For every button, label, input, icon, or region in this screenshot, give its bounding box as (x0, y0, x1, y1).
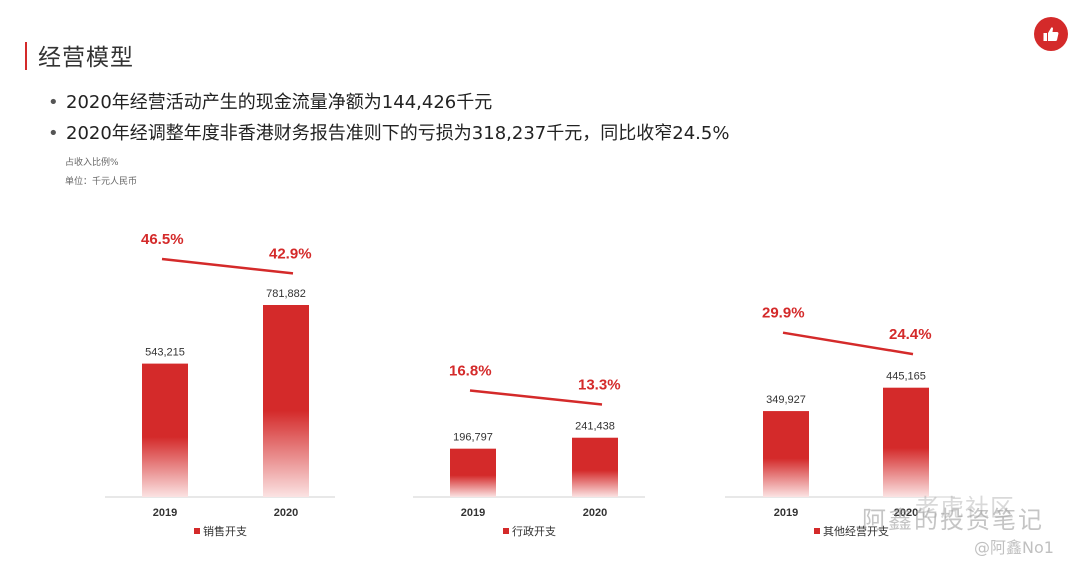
watermark-brand: 老虎社区 (915, 494, 1015, 522)
ratio-label: 13.3% (578, 377, 621, 394)
ratio-label: 16.8% (449, 363, 492, 380)
thumbs-up-icon (1043, 27, 1059, 41)
summary-bullets: 2020年经营活动产生的现金流量净额为144,426千元 2020年经调整年度非… (48, 90, 729, 152)
legend-swatch (503, 528, 509, 534)
title-accent-bar (25, 42, 27, 70)
bullet-adjusted-loss: 2020年经调整年度非香港财务报告准则下的亏损为318,237千元，同比收窄24… (48, 121, 729, 147)
note-ratio: 占收入比例% (65, 158, 119, 168)
bar-value-label: 445,165 (886, 371, 926, 383)
legend-swatch (814, 528, 820, 534)
watermark-wechat: 阿鑫的投资笔记 (862, 506, 1044, 534)
bar-value-label: 349,927 (766, 394, 806, 406)
bar-2019 (142, 363, 188, 497)
ratio-trend-line (782, 331, 914, 356)
bar-2019 (450, 448, 496, 497)
x-tick-label: 2020 (274, 507, 298, 519)
like-button[interactable] (1034, 17, 1068, 51)
ratio-label: 29.9% (762, 305, 805, 322)
x-tick-label: 2020 (583, 507, 607, 519)
x-tick-label: 2019 (774, 507, 798, 519)
bar-value-label: 196,797 (453, 432, 493, 444)
note-unit: 单位：千元人民币 (65, 177, 138, 187)
ratio-label: 42.9% (269, 245, 312, 262)
bar-2020 (883, 387, 929, 497)
x-tick-label: 2019 (153, 507, 177, 519)
watermark-handle: @阿鑫No1 (974, 538, 1054, 557)
page-title: 经营模型 (38, 45, 134, 71)
bar-2020 (572, 437, 618, 497)
bar-value-label: 781,882 (266, 288, 306, 300)
ratio-label: 24.4% (889, 326, 932, 343)
ratio-trend-line (469, 389, 603, 406)
bar-2019 (763, 411, 809, 497)
ratio-label: 46.5% (141, 231, 184, 248)
ratio-trend-line (161, 257, 294, 275)
legend-swatch (194, 528, 200, 534)
bullet-cashflow: 2020年经营活动产生的现金流量净额为144,426千元 (48, 90, 729, 116)
x-tick-label: 2020 (894, 507, 918, 519)
legend-label: 其他经营开支 (823, 524, 889, 538)
bar-value-label: 543,215 (145, 347, 185, 359)
bar-value-label: 241,438 (575, 421, 615, 433)
x-tick-label: 2019 (461, 507, 485, 519)
legend-label: 行政开支 (512, 524, 556, 538)
legend-label: 销售开支 (203, 524, 247, 538)
bar-2020 (263, 305, 309, 497)
